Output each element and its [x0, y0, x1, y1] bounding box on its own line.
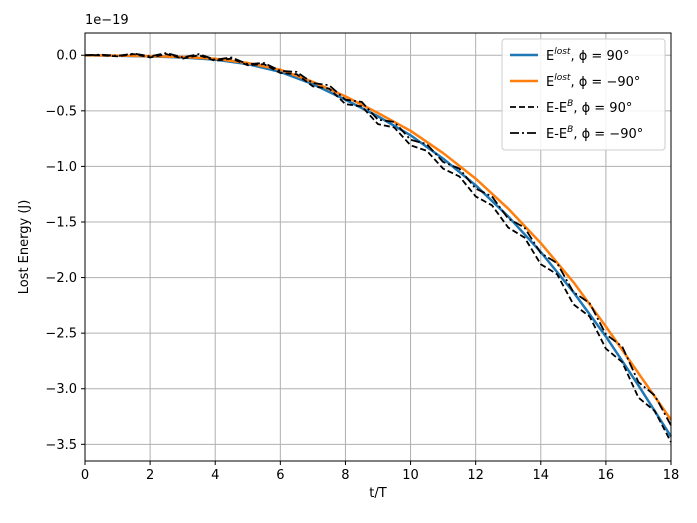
y-tick-label: −2.5: [45, 327, 77, 342]
x-axis-label: t/T: [369, 486, 386, 501]
legend-label-rest: , ϕ = −90°: [573, 127, 643, 142]
x-tick-label: 18: [663, 468, 680, 483]
legend-box: [501, 38, 666, 151]
legend-label-main: E-E: [546, 101, 567, 116]
legend-label-2: E-EB, ϕ = 90°: [546, 99, 632, 116]
legend-label-main: E: [546, 49, 554, 64]
plot-frame: [84, 32, 672, 462]
x-tick-label: 0: [81, 468, 89, 483]
x-tick-label: 2: [146, 468, 154, 483]
x-tick-label: 6: [276, 468, 284, 483]
y-tick-label: −1.0: [45, 160, 77, 175]
legend-label-3: E-EB, ϕ = −90°: [546, 125, 643, 142]
x-tick-label: 10: [402, 468, 419, 483]
legend-label-superscript: lost: [554, 47, 571, 57]
x-tick-label: 14: [533, 468, 550, 483]
legend-label-superscript: B: [567, 125, 573, 135]
legend-label-superscript: lost: [554, 73, 571, 83]
x-tick-label: 4: [211, 468, 219, 483]
legend-label-0: Elost, ϕ = 90°: [546, 47, 630, 64]
x-axis: 0 2 4 6 8 10 12 14 16 18: [81, 461, 679, 483]
legend-label-main: E-E: [546, 127, 567, 142]
x-tick-label: 8: [341, 468, 349, 483]
x-tick-label: 16: [598, 468, 615, 483]
legend-label-superscript: B: [567, 99, 573, 109]
y-tick-label: −3.0: [45, 382, 77, 397]
y-tick-label: 0.0: [56, 49, 77, 64]
legend-label-rest: , ϕ = 90°: [570, 49, 629, 64]
y-tick-label: −2.0: [45, 271, 77, 286]
legend-label-rest: , ϕ = 90°: [573, 101, 632, 116]
y-tick-label: −1.5: [45, 215, 77, 230]
y-axis-label: Lost Energy (J): [17, 200, 32, 295]
series-line-2: [85, 53, 672, 443]
x-tick-label: 12: [467, 468, 484, 483]
y-offset-text: 1e−19: [85, 13, 129, 28]
legend-label-rest: , ϕ = −90°: [570, 75, 640, 90]
legend-label-main: E: [546, 75, 554, 90]
y-tick-label: −0.5: [45, 104, 77, 119]
y-axis: 0.0 −0.5 −1.0 −1.5 −2.0 −2.5 −3.0 −3.5: [45, 49, 85, 453]
y-tick-label: −3.5: [45, 438, 77, 453]
grid: [84, 33, 672, 461]
legend: Elost, ϕ = 90°Elost, ϕ = −90°E-EB, ϕ = 9…: [501, 38, 666, 151]
legend-label-1: Elost, ϕ = −90°: [546, 73, 640, 90]
series-layer: [84, 52, 673, 443]
